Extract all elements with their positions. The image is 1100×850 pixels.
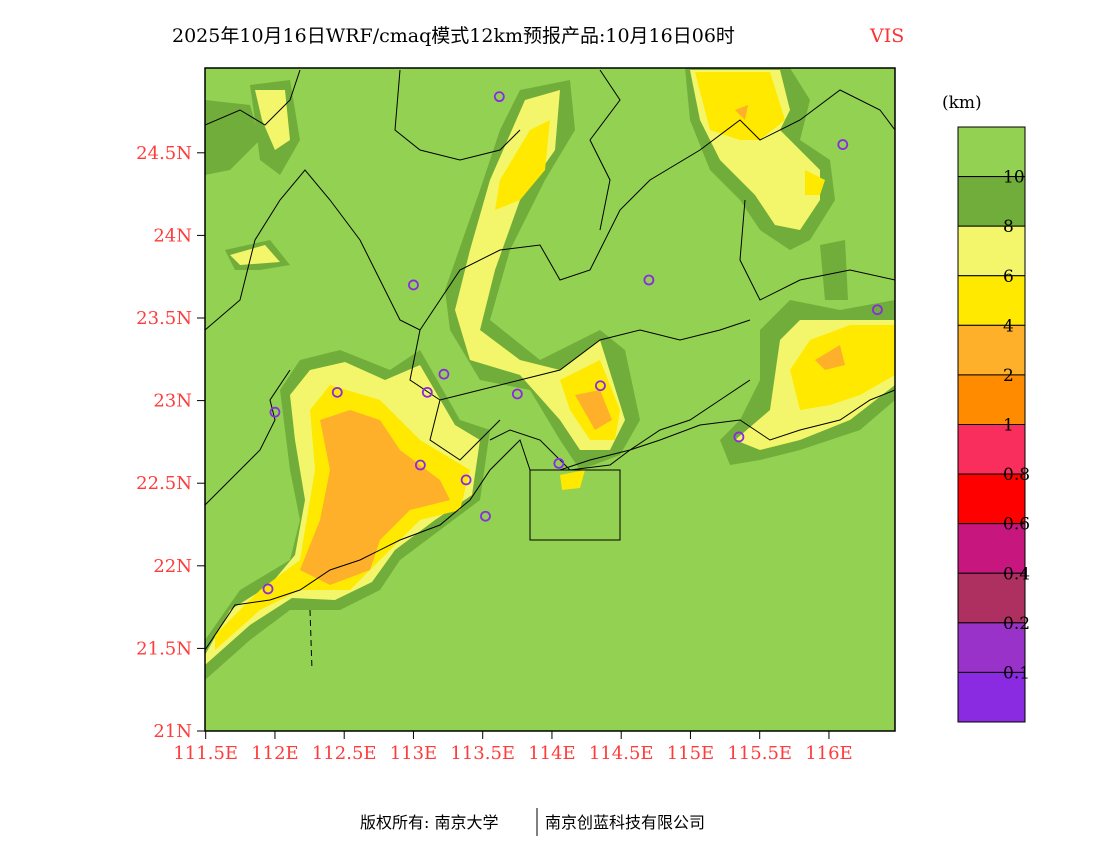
colorbar-swatch	[957, 275, 1026, 326]
coastline	[205, 389, 895, 671]
station-marker	[269, 406, 281, 418]
colorbar-label: 0.1	[1003, 663, 1030, 683]
station-marker	[331, 386, 343, 398]
station-marker	[493, 91, 505, 103]
y-tick-label: 24.5N	[136, 143, 192, 164]
colorbar-swatch	[957, 572, 1026, 624]
colorbar-unit: (km)	[942, 93, 982, 113]
colorbar-label: 0.2	[1003, 614, 1030, 634]
station-marker	[872, 304, 883, 316]
colorbar-swatch	[957, 126, 1026, 178]
station-marker	[837, 139, 849, 150]
x-tick-label: 113E	[390, 743, 438, 764]
station-marker	[511, 388, 523, 400]
colorbar-swatch	[957, 225, 1026, 277]
x-tick-label: 113.5E	[450, 743, 515, 764]
y-tick-label: 23N	[153, 391, 192, 412]
colorbar-label: 6	[1003, 267, 1014, 287]
colorbar-swatch	[957, 523, 1026, 574]
hong-kong-boundary	[529, 469, 621, 541]
x-tick-label: 114E	[528, 743, 576, 764]
x-tick-label: 112.5E	[312, 743, 377, 764]
colorbar-label: 0.8	[1003, 465, 1030, 485]
colorbar-swatch	[957, 671, 1026, 723]
x-tick-label: 115.5E	[727, 743, 792, 764]
station-marker	[408, 279, 419, 291]
map-frame	[204, 67, 896, 732]
copyright-left: 版权所有: 南京大学	[360, 813, 498, 832]
y-tick-label: 21.5N	[136, 638, 192, 659]
colorbar-swatch	[957, 374, 1026, 425]
copyright-right: 南京创蓝科技有限公司	[545, 813, 705, 832]
variable-label: VIS	[869, 25, 904, 47]
colorbar-swatch	[957, 324, 1026, 376]
y-tick-label: 24N	[153, 225, 192, 246]
colorbar-swatch	[957, 473, 1026, 525]
station-marker	[438, 368, 450, 380]
y-tick-label: 22.5N	[136, 473, 192, 494]
y-axis: 21N 21.5N 22N 22.5N 23N 23.5N 24N 24.5N	[136, 143, 205, 742]
y-tick-label: 22N	[153, 556, 192, 577]
x-tick-label: 111.5E	[173, 743, 238, 764]
x-tick-label: 112E	[251, 743, 299, 764]
station-marker	[553, 457, 565, 469]
vis-2-4-contour	[300, 105, 845, 585]
colorbar-label: 8	[1003, 217, 1014, 237]
station-marker	[480, 510, 491, 522]
colorbar-swatch	[957, 176, 1026, 227]
colorbar-label: 0.6	[1003, 515, 1030, 535]
colorbar-label: 1	[1003, 416, 1014, 436]
colorbar-label: 10	[1003, 168, 1025, 188]
station-marker	[421, 386, 433, 398]
station-marker	[643, 274, 655, 286]
map-area	[204, 67, 896, 732]
colorbar-swatch	[957, 622, 1026, 673]
y-tick-label: 21N	[153, 721, 192, 742]
x-tick-label: 115E	[667, 743, 715, 764]
colorbar-label: 2	[1003, 366, 1014, 386]
colorbar: (km) 10 8 6 4 2 1 0.8 0.6 0.4 0.2 0.1	[942, 93, 1030, 723]
x-tick-label: 116E	[805, 743, 853, 764]
station-marker	[733, 431, 745, 443]
admin-boundaries	[205, 69, 895, 506]
station-marker	[595, 380, 606, 392]
x-axis: 111.5E 112E 112.5E 113E 113.5E 114E 114.5E 115E…	[173, 731, 853, 764]
chart-title: 2025年10月16日WRF/cmaq模式12km预报产品:10月16日06时	[172, 25, 735, 47]
colorbar-label: 0.4	[1003, 564, 1030, 584]
station-marker	[262, 583, 274, 595]
x-tick-label: 114.5E	[589, 743, 654, 764]
y-tick-label: 23.5N	[136, 308, 192, 329]
station-marker	[414, 459, 426, 471]
station-markers	[262, 91, 883, 595]
colorbar-label: 4	[1003, 316, 1014, 336]
station-marker	[460, 474, 472, 486]
